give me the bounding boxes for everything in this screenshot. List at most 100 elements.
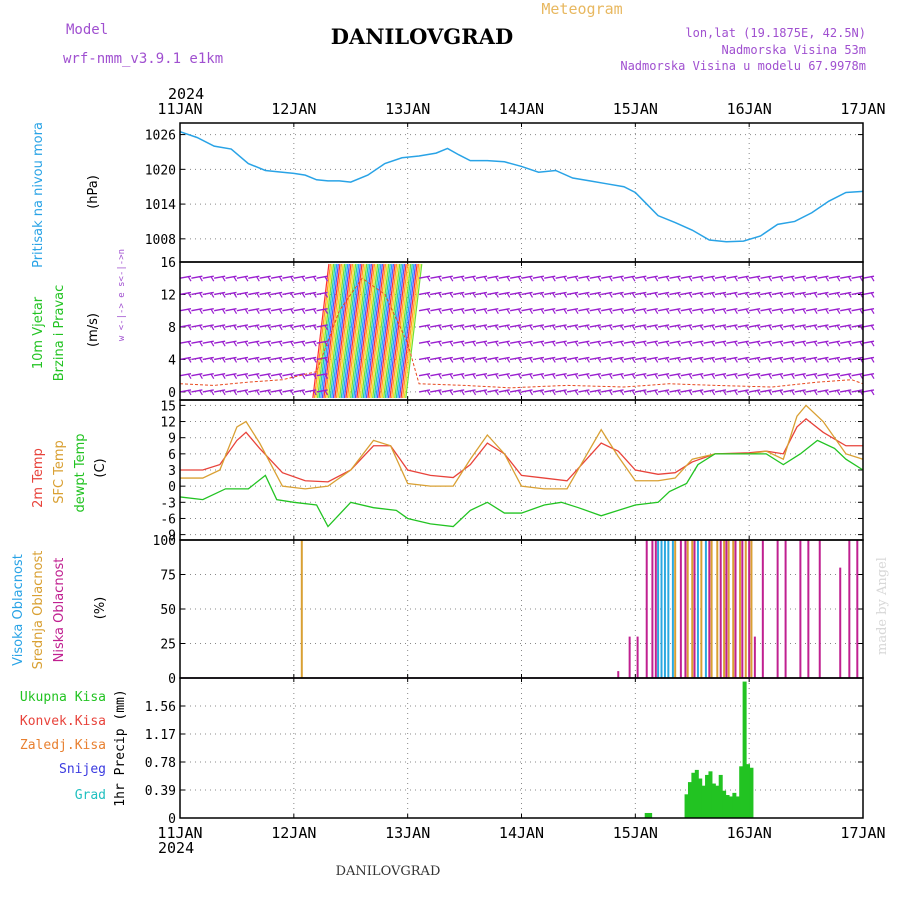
wind-barb-tick: [642, 275, 647, 282]
y-tick-label: 4: [168, 353, 176, 368]
x-tick-label: 12JAN: [271, 824, 316, 842]
wind-barb-tick: [824, 292, 829, 298]
wind-barb-tick: [289, 324, 294, 331]
wind-barb: [555, 356, 567, 361]
wind-barb-strong: [348, 263, 366, 399]
y-tick-label: 0.78: [145, 756, 176, 771]
wind-barb: [259, 356, 271, 361]
wind-barb: [703, 340, 715, 344]
wind-barb-tick: [802, 275, 807, 282]
wind-barb: [544, 372, 556, 377]
precip-bar: [715, 785, 720, 818]
wind-barb-tick: [608, 389, 613, 396]
wind-barb: [749, 340, 761, 344]
y-tick-label: 1026: [145, 129, 176, 144]
wind-barb-tick: [597, 373, 602, 379]
wind-barb: [418, 291, 431, 296]
wind-barb: [316, 308, 328, 312]
wind-barb-tick: [699, 373, 704, 379]
wind-barb-tick: [449, 308, 454, 315]
wind-barb-tick: [790, 389, 795, 396]
wind-barb: [817, 372, 829, 377]
wind-barb: [225, 291, 237, 296]
wind-barb-tick: [198, 389, 203, 396]
wind-barb: [601, 275, 613, 279]
wind-barb: [305, 308, 317, 312]
wind-barb-tick: [620, 340, 625, 347]
wind-barb: [487, 389, 499, 393]
wind-barb: [760, 372, 772, 377]
wind-barb-strong: [345, 263, 363, 399]
y-tick-label: 1014: [145, 198, 176, 213]
wind-barb-tick: [585, 324, 590, 331]
wind-barb-tick: [517, 292, 522, 298]
dewpoint-line: [179, 439, 864, 528]
wind-barb-strong: [367, 263, 385, 399]
precip-bar: [732, 792, 737, 818]
y-tick-label: 0: [168, 672, 176, 687]
wind-barb-tick: [437, 389, 442, 396]
wind-barb: [680, 275, 692, 279]
wind-barb: [601, 291, 613, 296]
wind-barb: [509, 340, 522, 344]
wind-barb: [840, 324, 852, 328]
wind-barb-strong: [335, 263, 354, 399]
wind-barb-strong: [331, 263, 349, 399]
wind-barb-tick: [608, 308, 613, 315]
wind-barb: [737, 324, 749, 328]
wind-barb: [657, 356, 670, 361]
wind-barb-tick: [722, 308, 727, 315]
wind-barb-tick: [437, 373, 442, 379]
wind-barb-tick: [426, 324, 431, 331]
wind-barb-tick: [745, 373, 750, 379]
wind-barb: [305, 324, 317, 328]
wind-barb: [202, 275, 214, 279]
wind-barb: [749, 275, 761, 279]
wind-barb-tick: [540, 340, 545, 347]
wind-barb-tick: [756, 308, 761, 315]
wind-barb-tick: [472, 308, 477, 315]
wind-barb: [202, 340, 214, 344]
wind-barb: [794, 372, 806, 377]
wind-barb: [726, 308, 738, 312]
wind-barb-strong: [324, 263, 343, 399]
wind-barb-tick: [301, 324, 306, 331]
wind-barb: [817, 291, 829, 296]
credit: made by Angel: [875, 557, 890, 655]
wind-barb: [464, 389, 476, 393]
precip-bar: [718, 774, 723, 818]
wind-barb: [202, 308, 214, 312]
wind-barb-tick: [483, 373, 488, 379]
y-tick-label: -9: [160, 529, 176, 544]
legend-hail: Grad: [75, 788, 106, 803]
wind-barb: [544, 291, 556, 296]
wind-barb: [179, 389, 192, 393]
x-tick-label: 16JAN: [727, 824, 772, 842]
wind-barb: [305, 291, 317, 296]
wind-barb: [692, 389, 704, 393]
wind-barb: [191, 324, 203, 328]
wind-barb-tick: [631, 373, 636, 379]
wind-barb: [487, 356, 499, 361]
wind-barb: [726, 340, 738, 344]
wind-barb-tick: [278, 357, 283, 363]
wind-barb-tick: [870, 357, 875, 363]
wind-barb-tick: [437, 357, 442, 363]
wind-barb: [464, 356, 476, 361]
wind-barb: [270, 372, 283, 377]
wind-barb-tick: [654, 373, 659, 379]
wind-barb: [612, 275, 624, 279]
wind-barb: [236, 340, 249, 344]
wind-barb: [475, 372, 488, 377]
wind-barb: [532, 324, 545, 328]
wind-barb-tick: [847, 308, 852, 315]
wind-barb-strong: [354, 263, 372, 399]
x-tick-label: 14JAN: [499, 824, 544, 842]
y-tick-label: 12: [160, 288, 176, 303]
wind-barb-tick: [779, 275, 784, 282]
precip-bar: [684, 794, 689, 818]
wind-barb-tick: [517, 373, 522, 379]
wind-barb-tick: [324, 340, 329, 347]
wind-barb-tick: [745, 275, 750, 282]
wind-barb: [749, 291, 761, 296]
